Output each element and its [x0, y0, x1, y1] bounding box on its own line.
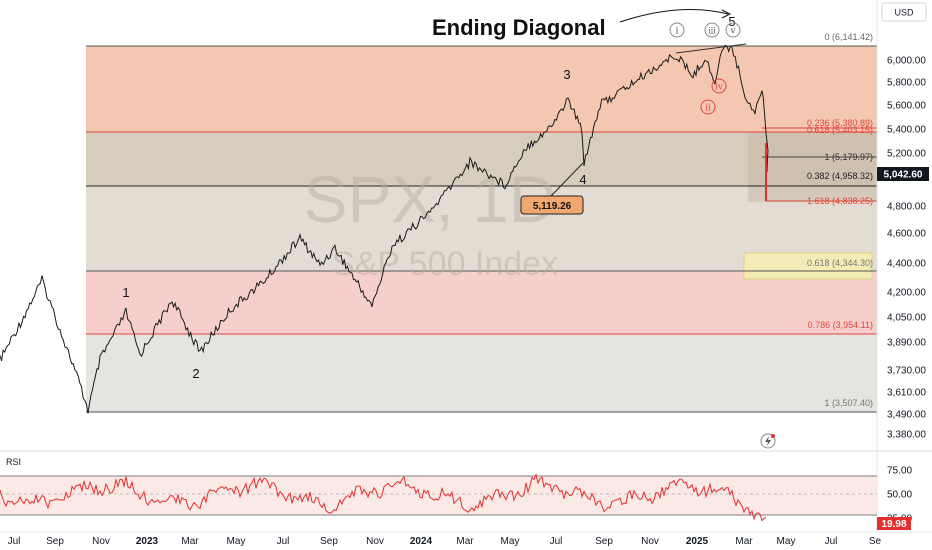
- price-tick-label: 5,400.00: [887, 125, 926, 136]
- rsi-tick-label: 75.00: [887, 466, 912, 477]
- svg-text:v: v: [731, 26, 736, 37]
- subwave-iii: iii: [704, 22, 720, 38]
- fib-label-0786: 0.786 (3,954.11): [808, 320, 873, 330]
- time-tick-label: Mar: [735, 536, 753, 547]
- price-tick-label: 5,200.00: [887, 149, 926, 160]
- fib-zone-top: [86, 46, 877, 132]
- fib-label-0618: 0.618 (4,344.30): [807, 258, 873, 268]
- subwave-i: i: [669, 22, 685, 38]
- rsi-title: RSI: [6, 457, 21, 467]
- subwave-iv: iv: [711, 78, 727, 94]
- svg-text:iii: iii: [708, 26, 716, 36]
- rsi-series: [0, 473, 767, 522]
- price-tick-label: 3,380.00: [887, 430, 926, 441]
- price-tick-label: 3,490.00: [887, 410, 926, 421]
- time-tick-label: Nov: [641, 536, 659, 547]
- price-tick-label: 5,800.00: [887, 78, 926, 89]
- price-tick-label: 6,000.00: [887, 56, 926, 67]
- time-tick-label: Jul: [550, 536, 563, 547]
- price-tick-label: 4,800.00: [887, 202, 926, 213]
- fib-label-0382: 0.382 (4,958.32): [807, 171, 873, 181]
- time-tick-label: Jul: [8, 536, 21, 547]
- svg-text:5,119.26: 5,119.26: [533, 201, 572, 212]
- fib-zone-mid: [86, 132, 877, 186]
- watermark-symbol: SPX, 1D: [303, 162, 556, 236]
- price-tick-label: 3,730.00: [887, 366, 926, 377]
- fib-label-1618: 1.618 (4,838.25): [807, 196, 873, 206]
- time-tick-label: Jul: [825, 536, 838, 547]
- fib-label-proj-1: 1 (5,179.97): [824, 152, 873, 162]
- svg-text:iv: iv: [715, 82, 723, 93]
- time-tick-label: Se: [869, 536, 882, 547]
- projection-box: [748, 132, 877, 202]
- wave-label-1: 1: [122, 285, 129, 300]
- time-tick-label: 2023: [136, 536, 159, 547]
- price-line: [0, 44, 769, 414]
- rsi-line: [0, 473, 767, 522]
- wave-label-5: 5: [728, 14, 735, 29]
- diagonal-upper-line: [675, 43, 747, 54]
- time-axis: Jul Sep Nov 2023 Mar May Jul Sep Nov 2024 Mar May Ju…: [8, 536, 882, 547]
- last-price-tag: 5,042.60: [877, 167, 929, 181]
- svg-text:19.98: 19.98: [881, 519, 906, 530]
- fib-label-0236: 0.236 (5,380.89): [807, 118, 873, 128]
- time-tick-label: Nov: [366, 536, 384, 547]
- svg-text:ii: ii: [705, 103, 711, 114]
- wave-label-4: 4: [579, 172, 586, 187]
- fib-zone-pink: [86, 271, 877, 334]
- wave-label-3: 3: [563, 67, 570, 82]
- time-tick-label: Sep: [320, 536, 338, 547]
- time-tick-label: Sep: [46, 536, 64, 547]
- price-tick-label: 4,200.00: [887, 288, 926, 299]
- time-tick-label: Mar: [456, 536, 474, 547]
- fib-label-0: 0 (6,141.42): [824, 32, 873, 42]
- rsi-tick-label: 50.00: [887, 490, 912, 501]
- fib-label-0618-upper: 0.618 (5,403.15): [807, 125, 873, 135]
- price-tick-label: 4,050.00: [887, 313, 926, 324]
- rsi-value-tag: 19.98: [877, 517, 911, 530]
- price-tick-label: 3,610.00: [887, 388, 926, 399]
- time-tick-label: May: [501, 536, 520, 547]
- time-tick-label: Jul: [277, 536, 290, 547]
- target-box: [743, 252, 873, 280]
- price-tick-label: 4,600.00: [887, 229, 926, 240]
- time-tick-label: 2025: [686, 536, 709, 547]
- price-tick-label: 4,400.00: [887, 259, 926, 270]
- fib-label-1: 1 (3,507.40): [824, 398, 873, 408]
- title-arrow-head: [721, 9, 732, 19]
- price-tick-label: 3,890.00: [887, 338, 926, 349]
- price-series: [0, 44, 769, 414]
- subwave-v: v: [725, 22, 741, 38]
- time-tick-label: 2024: [410, 536, 433, 547]
- watermark-name: S&P 500 Index: [332, 245, 558, 283]
- flash-alert-icon[interactable]: [760, 433, 776, 449]
- price-tick-label: 5,600.00: [887, 101, 926, 112]
- time-tick-label: Nov: [92, 536, 110, 547]
- time-tick-label: May: [227, 536, 246, 547]
- wave4-callout: 5,119.26: [520, 195, 584, 215]
- subwave-ii: ii: [700, 99, 716, 115]
- svg-text:USD: USD: [894, 8, 914, 18]
- title-arrow: [619, 9, 729, 23]
- chart-title: Ending Diagonal: [432, 15, 606, 40]
- time-tick-label: May: [777, 536, 796, 547]
- svg-text:i: i: [676, 26, 679, 37]
- rsi-band: [0, 476, 877, 515]
- time-tick-label: Mar: [181, 536, 199, 547]
- wave-label-2: 2: [192, 366, 199, 381]
- time-tick-label: Sep: [595, 536, 613, 547]
- fib-zone-light: [86, 334, 877, 412]
- wave4-callout-line: [550, 162, 584, 197]
- currency-button[interactable]: USD: [881, 2, 927, 22]
- svg-text:5,042.60: 5,042.60: [884, 170, 923, 181]
- price-axis: 6,000.00 5,800.00 5,600.00 5,400.00 5,200.00…: [887, 56, 926, 441]
